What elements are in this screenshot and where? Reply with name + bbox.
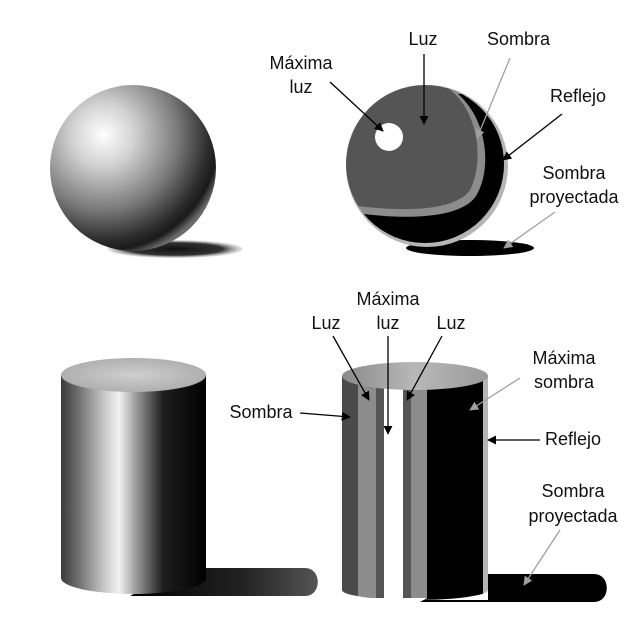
shaded-sphere-group <box>50 85 243 258</box>
shaded-cylinder-group <box>61 358 318 596</box>
arrow-b-max-shadow <box>469 377 521 411</box>
cylinder-band-reflection <box>483 376 488 598</box>
label-max-light-line2: luz <box>289 77 312 97</box>
top-arrows <box>329 54 563 249</box>
label-cast-shadow-line2: proyectada <box>529 187 619 207</box>
arrow-max-light <box>329 81 384 132</box>
bottom-arrows <box>299 335 561 586</box>
schematic-sphere-core-shadow <box>350 94 504 243</box>
label-b-max-light-line2: luz <box>376 313 399 333</box>
shaded-cylinder-top <box>61 358 206 392</box>
label-b-cast-shadow-line2: proyectada <box>528 506 618 526</box>
cylinder-band-dark-edge <box>342 376 358 598</box>
shaded-sphere <box>50 85 216 251</box>
label-shadow: Sombra <box>487 29 551 49</box>
label-b-max-shadow-line1: Máxima <box>532 348 596 368</box>
label-b-light-left: Luz <box>311 313 340 333</box>
schematic-cylinder-group <box>342 362 607 602</box>
schematic-cylinder-bottom-curve <box>342 590 488 600</box>
cylinder-band-halftone <box>358 376 376 598</box>
label-b-shadow: Sombra <box>229 402 293 422</box>
bottom-labels: Máxima luz Luz Luz Sombra Máxima sombra … <box>229 289 618 526</box>
top-labels: Máxima luz Luz Sombra Reflejo Sombra pro… <box>269 29 619 207</box>
label-b-reflection: Reflejo <box>545 429 601 449</box>
label-reflection: Reflejo <box>550 86 606 106</box>
label-b-cast-shadow-line1: Sombra <box>541 481 605 501</box>
arrow-b-light-right <box>406 335 443 401</box>
label-light: Luz <box>408 29 437 49</box>
arrow-reflection <box>502 113 563 161</box>
shaded-cylinder-body <box>61 375 206 594</box>
cylinder-band-light-right <box>403 376 411 598</box>
arrow-shadow <box>475 57 511 139</box>
arrow-cast-shadow <box>503 211 556 249</box>
arrow-b-shadow <box>299 411 351 421</box>
cylinder-band-halftone-right <box>411 376 427 598</box>
label-b-max-light-line1: Máxima <box>356 289 420 309</box>
label-b-max-shadow-line2: sombra <box>534 372 595 392</box>
cylinder-band-core-shadow <box>427 376 483 598</box>
arrow-b-light-left <box>332 335 370 401</box>
label-cast-shadow-line1: Sombra <box>542 163 606 183</box>
label-max-light-line1: Máxima <box>269 53 333 73</box>
cylinder-band-highlight <box>384 376 403 598</box>
cylinder-band-light-left <box>376 376 384 598</box>
schematic-sphere-group <box>346 85 534 256</box>
schematic-cylinder-top <box>342 362 488 390</box>
arrow-b-cast-shadow <box>523 529 561 586</box>
label-b-light-right: Luz <box>436 313 465 333</box>
